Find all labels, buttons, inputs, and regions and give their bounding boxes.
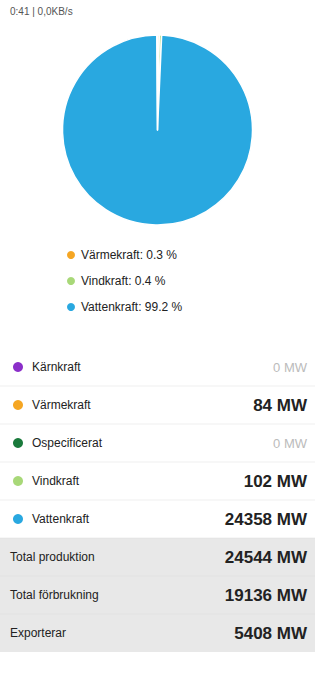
svg-text:Exporterar: Exporterar (10, 626, 66, 640)
svg-text:Vattenkraft: 99.2 %: Vattenkraft: 99.2 % (81, 300, 182, 314)
svg-text:19136 MW: 19136 MW (225, 586, 308, 605)
svg-text:0 MW: 0 MW (273, 360, 308, 375)
svg-text:0:41 | 0,0KB/s: 0:41 | 0,0KB/s (10, 6, 73, 17)
svg-text:Vindkraft: 0.4 %: Vindkraft: 0.4 % (81, 274, 166, 288)
svg-text:24544 MW: 24544 MW (225, 548, 308, 567)
svg-text:Kärnkraft: Kärnkraft (32, 360, 81, 374)
svg-text:Total förbrukning: Total förbrukning (10, 588, 99, 602)
svg-text:102 MW: 102 MW (244, 472, 308, 491)
svg-text:Värmekraft: Värmekraft (32, 398, 91, 412)
svg-text:Ospecificerat: Ospecificerat (32, 436, 103, 450)
svg-text:Vattenkraft: Vattenkraft (32, 512, 90, 526)
svg-text:Värmekraft: 0.3 %: Värmekraft: 0.3 % (81, 248, 177, 262)
svg-text:0 MW: 0 MW (273, 436, 308, 451)
svg-text:84 MW: 84 MW (253, 396, 308, 415)
svg-text:Total produktion: Total produktion (10, 550, 95, 564)
svg-text:5408 MW: 5408 MW (234, 624, 308, 643)
svg-text:Vindkraft: Vindkraft (32, 474, 80, 488)
svg-text:24358 MW: 24358 MW (225, 510, 308, 529)
